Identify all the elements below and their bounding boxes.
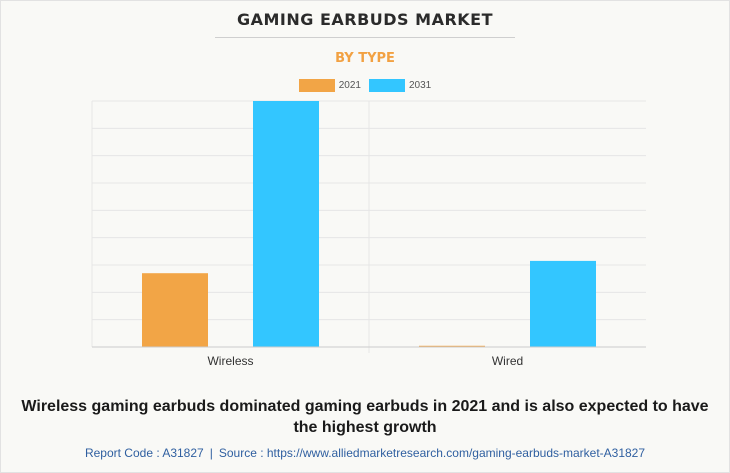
legend-label-2031: 2031 [409,80,432,91]
legend-label-2021: 2021 [338,80,361,91]
x-tick-label: Wired [492,354,523,368]
x-tick-label: Wireless [207,354,253,368]
chart-title: GAMING EARBUDS MARKET [236,10,494,29]
bar-wired-2021 [419,345,485,347]
footer: Report Code : A31827 | Source : https://ww… [0,446,730,460]
legend-swatch-2031 [369,79,405,92]
bar-wireless-2031 [253,101,319,347]
title-divider [215,37,515,38]
chart-legend: 2021 2031 [0,79,730,92]
report-code: Report Code : A31827 [84,446,204,460]
bar-wireless-2021 [142,273,208,347]
legend-item-2031[interactable]: 2031 [369,79,431,92]
source-link[interactable]: Source : https://www.alliedmarketresearc… [218,446,646,460]
footer-separator: | [209,446,213,460]
legend-item-2021[interactable]: 2021 [298,79,361,92]
chart-caption: Wireless gaming earbuds dominated gaming… [21,398,709,436]
chart-subtitle: BY TYPE [335,51,395,66]
legend-swatch-2021 [298,79,335,92]
bar-wired-2031 [530,260,596,347]
